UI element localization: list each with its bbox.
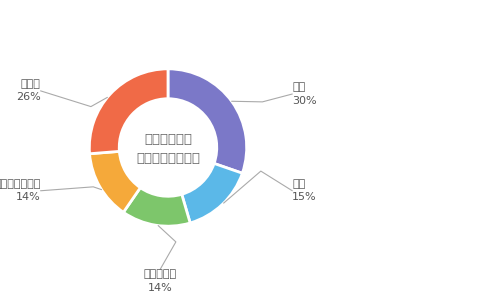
- Text: 友達と会う
14%: 友達と会う 14%: [144, 269, 177, 293]
- Text: 家事
30%: 家事 30%: [292, 82, 317, 106]
- Wedge shape: [90, 151, 140, 212]
- Text: 面会交流の同行
14%: 面会交流の同行 14%: [0, 179, 40, 202]
- Text: 面会交流の間: 面会交流の間: [144, 133, 192, 146]
- Wedge shape: [89, 69, 168, 154]
- Wedge shape: [123, 188, 190, 226]
- Wedge shape: [182, 163, 242, 223]
- Wedge shape: [168, 69, 247, 173]
- Text: 仕事
15%: 仕事 15%: [292, 179, 317, 202]
- Text: なにをしているか: なにをしているか: [136, 152, 200, 165]
- Text: その他
26%: その他 26%: [16, 79, 40, 102]
